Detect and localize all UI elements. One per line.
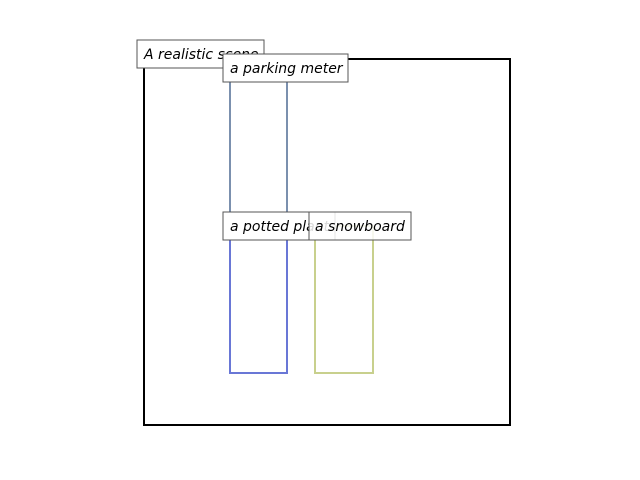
snowboard-label-text: a snowboard	[315, 219, 405, 235]
snowboard-box	[314, 225, 374, 374]
parking-meter-label-text: a parking meter	[230, 61, 344, 77]
snowboard-label: a snowboard	[308, 211, 412, 241]
snowboard-label-bg	[308, 211, 412, 241]
potted-plant-label-text: a potted plant	[230, 219, 330, 235]
scene-frame	[143, 58, 511, 426]
parking-meter-label: a parking meter	[222, 53, 349, 83]
parking-meter-label-bg	[222, 53, 349, 83]
parking-meter-box	[229, 67, 288, 219]
potted-plant-box	[229, 225, 288, 374]
